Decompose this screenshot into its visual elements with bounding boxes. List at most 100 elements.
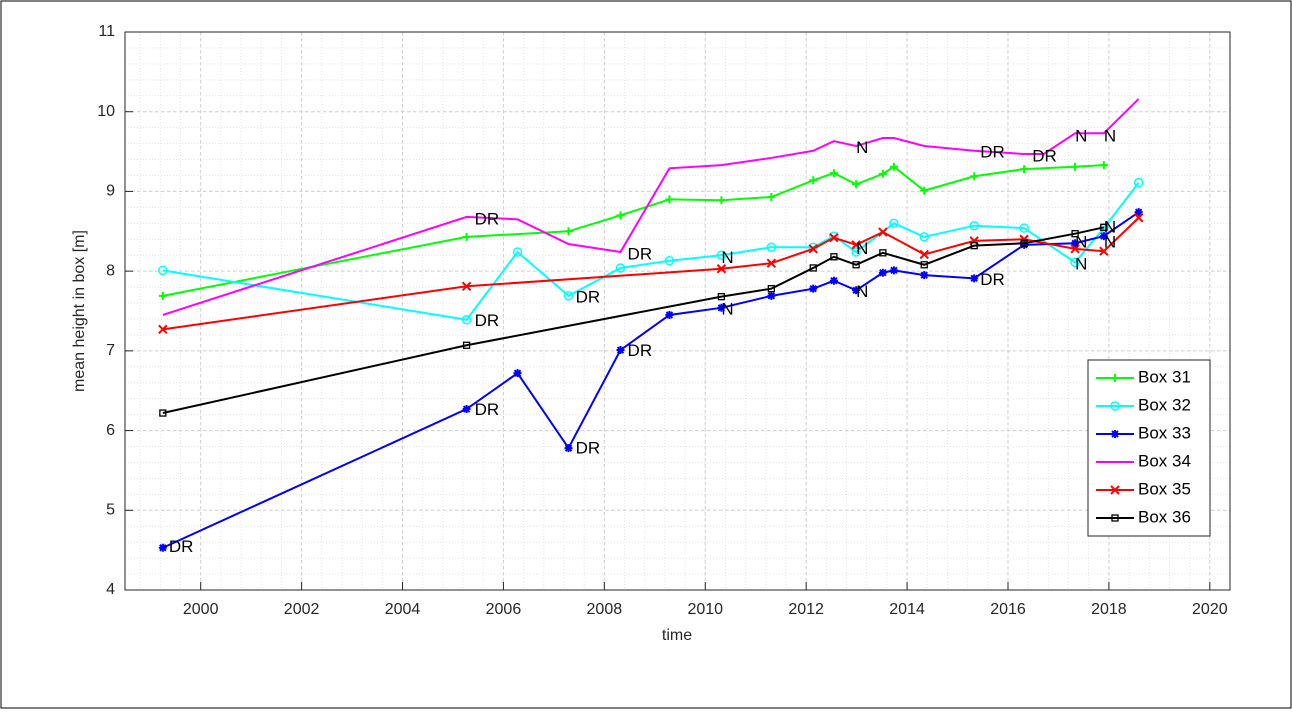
marker [808,244,818,254]
marker [1020,239,1028,247]
marker [829,231,839,241]
marker [829,276,838,285]
marker [829,169,838,178]
annotation: N [1075,127,1087,146]
marker [852,286,861,295]
y-tick-label: 10 [97,103,115,120]
annotation: DR [475,400,500,419]
annotation: N [1104,233,1116,252]
annotation: DR [1032,147,1057,166]
marker [616,211,625,220]
marker [1110,485,1120,495]
marker [564,444,573,453]
marker [767,193,776,202]
marker [1071,230,1079,238]
marker [879,249,887,257]
marker [1019,223,1029,233]
legend: Box 31 Box 32 Box 33 Box 34 Box 35 Box 36 [1087,359,1211,537]
annotation: DR [576,438,601,457]
x-tick-label: 2020 [1192,601,1228,618]
x-axis-label: time [662,627,692,644]
marker [851,247,861,257]
annotation: DR [628,245,653,264]
annotation: DR [475,311,500,330]
marker [1071,162,1080,171]
marker [158,324,168,335]
x-tick-label: 2010 [687,601,723,618]
legend-label: Box 36 [1138,507,1191,526]
series-line [162,217,1140,331]
marker [564,227,573,236]
y-tick-label: 9 [106,183,115,200]
annotation: N [856,239,868,258]
legend-label: Box 31 [1138,367,1191,386]
marker [1110,401,1120,411]
marker [1111,374,1119,382]
annotation: DR [628,341,653,360]
marker [513,369,522,378]
marker [1111,514,1119,522]
legend-box [1087,359,1211,537]
y-axis-label: mean height in box [m] [71,230,88,392]
marker [852,180,861,189]
marker [1134,208,1143,217]
legend-label: Box 35 [1138,479,1191,498]
marker [1133,177,1144,188]
legend-label: Box 34 [1138,451,1191,470]
marker [1020,165,1029,174]
x-tick-label: 2018 [1091,601,1127,618]
marker [767,285,775,293]
marker [809,176,818,185]
marker [512,247,523,257]
series-line [162,226,1105,415]
marker [616,346,625,355]
y-tick-label: 4 [106,581,115,598]
x-tick-label: 2008 [587,601,623,618]
marker [1070,257,1080,268]
marker [716,264,727,274]
annotation: N [721,248,733,267]
marker [970,172,979,181]
annotation: N [856,138,868,157]
legend-label: Box 33 [1138,423,1191,442]
y-tick-label: 5 [106,502,115,519]
annotation: N [1075,254,1087,273]
marker [766,258,777,268]
marker [809,284,818,293]
marker [158,291,167,300]
marker [889,266,898,275]
marker [462,405,471,414]
marker [920,261,928,269]
marker [970,241,978,250]
series-line [162,98,1140,316]
marker [716,250,727,260]
legend-label: Box 32 [1138,395,1191,414]
marker [1099,246,1109,256]
marker [969,220,979,231]
marker [1070,244,1080,254]
x-tick-label: 2016 [990,601,1026,618]
marker [158,265,168,276]
x-tick-label: 2006 [486,601,522,618]
marker [461,315,472,325]
marker [1133,213,1144,223]
annotation: DR [169,537,194,556]
annotation: DR [475,210,500,229]
y-tick-label: 8 [106,262,115,279]
marker [829,232,839,243]
marker [919,249,929,260]
marker [1099,161,1108,170]
annotation: N [1104,127,1116,146]
annotation: DR [576,288,601,307]
marker [665,195,674,204]
marker [665,310,674,319]
marker [1100,223,1108,231]
annotation: DR [980,143,1005,162]
marker [462,232,471,241]
marker [970,274,979,283]
plot-area [125,32,1230,590]
marker [878,268,887,277]
marker [717,303,726,312]
